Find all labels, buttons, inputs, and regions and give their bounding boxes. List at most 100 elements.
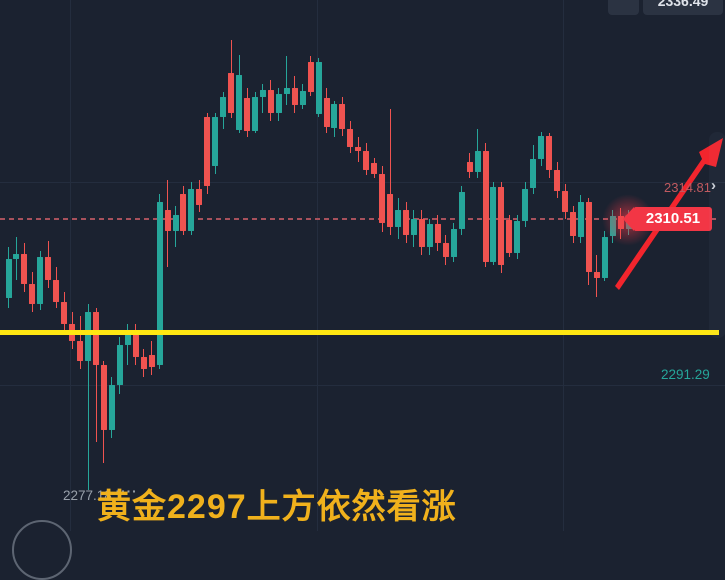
candle-body — [347, 129, 354, 147]
candle-body — [140, 357, 147, 370]
candle-body — [156, 202, 163, 366]
candle-body — [450, 229, 457, 257]
candle-body — [93, 312, 99, 366]
candle-body — [395, 210, 402, 227]
candle-body — [204, 116, 211, 186]
candle-body — [212, 116, 219, 166]
candle-body — [259, 90, 266, 97]
candle-body — [570, 212, 576, 237]
candle-body — [601, 236, 608, 278]
candle-body — [100, 365, 107, 431]
candle-body — [45, 256, 52, 280]
candle-body — [442, 243, 449, 257]
price-level-label-2291: 2291.29 — [661, 367, 710, 382]
candle-body — [85, 312, 91, 361]
candle-body — [363, 151, 370, 170]
candle-body — [355, 146, 362, 151]
candle-body — [5, 259, 12, 298]
candlestick-chart — [0, 0, 725, 531]
candle-body — [291, 88, 298, 105]
support-line-yellow — [0, 330, 719, 336]
candle-body — [124, 332, 131, 345]
horizontal-gridline — [0, 385, 725, 387]
candle-body — [331, 103, 338, 129]
candle-body — [466, 161, 473, 173]
candle-body — [609, 216, 616, 237]
candle-body — [275, 94, 282, 113]
candle-body — [323, 98, 330, 127]
candle-body — [379, 173, 386, 223]
candle-body — [132, 332, 139, 357]
candle-body — [148, 354, 155, 367]
price-level-label-2277: 2277.18 ···· — [63, 484, 138, 503]
candle-body — [180, 194, 187, 231]
candle-body — [490, 186, 497, 262]
vertical-gridline — [70, 0, 71, 531]
candle-body — [307, 62, 314, 93]
candle-body — [418, 218, 425, 248]
candle-body — [546, 136, 553, 170]
current-price-label-tip — [623, 207, 634, 231]
candle-body — [387, 194, 394, 227]
candle-body — [299, 90, 306, 105]
candle-body — [410, 218, 417, 235]
alert-price-button[interactable]: 2336.49 — [643, 0, 723, 15]
horizontal-gridline — [0, 181, 725, 183]
candle-body — [267, 90, 274, 113]
candle-body — [403, 210, 409, 235]
candle-body — [426, 224, 433, 248]
candle-wick — [127, 324, 129, 366]
chevron-right-icon[interactable]: › — [711, 177, 716, 194]
candle-body — [220, 96, 227, 117]
candle-wick — [286, 55, 288, 105]
candle-wick — [389, 108, 391, 235]
candle-body — [585, 201, 592, 272]
candle-body — [252, 96, 258, 131]
headline-annotation: 黄金2297上方依然看涨 — [97, 488, 457, 526]
current-price-dashed-line — [0, 217, 717, 220]
candle-body — [554, 169, 561, 191]
candle-body — [562, 190, 568, 213]
candle-body — [188, 188, 195, 231]
ellipsis-dots: ···· — [115, 484, 138, 499]
candle-body — [514, 221, 521, 253]
candle-body — [108, 385, 115, 431]
candle-body — [53, 279, 60, 303]
candle-body — [37, 256, 44, 304]
candle-body — [283, 88, 290, 94]
candle-body — [593, 271, 600, 278]
candle-body — [21, 253, 28, 284]
candle-body — [482, 151, 489, 262]
candle-body — [371, 163, 378, 174]
candle-body — [538, 136, 545, 160]
candle-body — [498, 186, 505, 265]
candle-body — [577, 201, 584, 237]
candle-body — [236, 75, 243, 130]
candle-body — [61, 302, 68, 325]
right-edge-scroll-panel[interactable] — [709, 132, 725, 338]
candle-body — [116, 344, 123, 386]
candle-body — [315, 62, 322, 115]
candle-wick — [262, 84, 264, 113]
candle-wick — [95, 308, 97, 443]
candle-body — [77, 340, 83, 362]
candle-body — [530, 159, 537, 189]
vertical-gridline — [563, 0, 564, 531]
candle-body — [339, 103, 346, 129]
watermark-circle[interactable] — [12, 520, 72, 580]
candle-body — [13, 253, 20, 260]
candle-body — [506, 220, 513, 253]
price-level-label-2314: 2314.81 — [664, 180, 711, 195]
current-price-label: 2310.51 — [634, 207, 712, 231]
vertical-gridline — [316, 0, 318, 531]
alert-download-button[interactable] — [608, 0, 639, 15]
candle-body — [522, 188, 529, 222]
candle-body — [474, 151, 481, 173]
candle-body — [228, 72, 235, 113]
candle-body — [164, 210, 171, 231]
low-price-text: 2277.18 — [63, 488, 112, 503]
candle-body — [458, 191, 465, 230]
candle-body — [244, 98, 250, 131]
candle-body — [196, 188, 203, 205]
